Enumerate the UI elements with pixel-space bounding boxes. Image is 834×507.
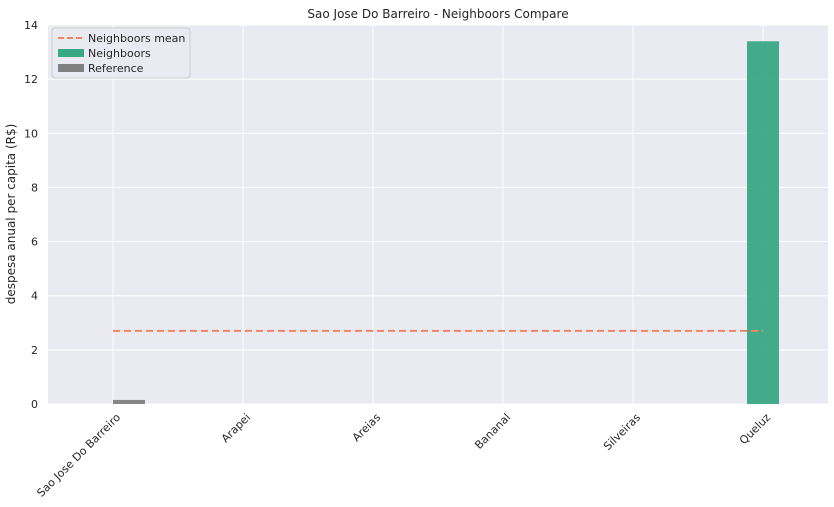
x-tick-label: Queluz (737, 411, 773, 447)
y-tick-label: 2 (31, 344, 38, 357)
y-axis-label: despesa anual per capita (R$) (4, 124, 18, 305)
bar-reference-0 (113, 399, 145, 404)
x-tick-label: Silveiras (601, 411, 643, 453)
legend-reference-swatch (58, 64, 84, 72)
legend-neighboors-label: Neighboors (88, 47, 151, 60)
y-tick-label: 4 (31, 290, 38, 303)
x-tick-label: Arapei (219, 411, 253, 445)
y-tick-label: 14 (24, 19, 38, 32)
y-tick-label: 8 (31, 181, 38, 194)
legend: Neighboors mean Neighboors Reference (51, 27, 191, 79)
y-tick-label: 12 (24, 73, 38, 86)
y-tick-label: 10 (24, 127, 38, 140)
bar-neighboors-5 (747, 41, 779, 404)
x-tick-label: Sao Jose Do Barreiro (34, 411, 123, 500)
legend-neighboors-swatch (58, 49, 84, 57)
legend-box (51, 27, 191, 79)
y-ticks: 0 2 4 6 8 10 12 14 (24, 19, 38, 411)
y-tick-label: 6 (31, 236, 38, 249)
legend-reference-label: Reference (88, 62, 144, 75)
x-tick-label: Areias (350, 411, 383, 444)
x-tick-label: Bananal (472, 411, 513, 452)
legend-mean-label: Neighboors mean (88, 32, 185, 45)
plot-background (48, 25, 828, 404)
x-ticks: Sao Jose Do Barreiro Arapei Areias Bananal S… (34, 411, 773, 500)
chart-title: Sao Jose Do Barreiro - Neighboors Compar… (307, 7, 568, 21)
bars (113, 41, 779, 404)
y-tick-label: 0 (31, 398, 38, 411)
